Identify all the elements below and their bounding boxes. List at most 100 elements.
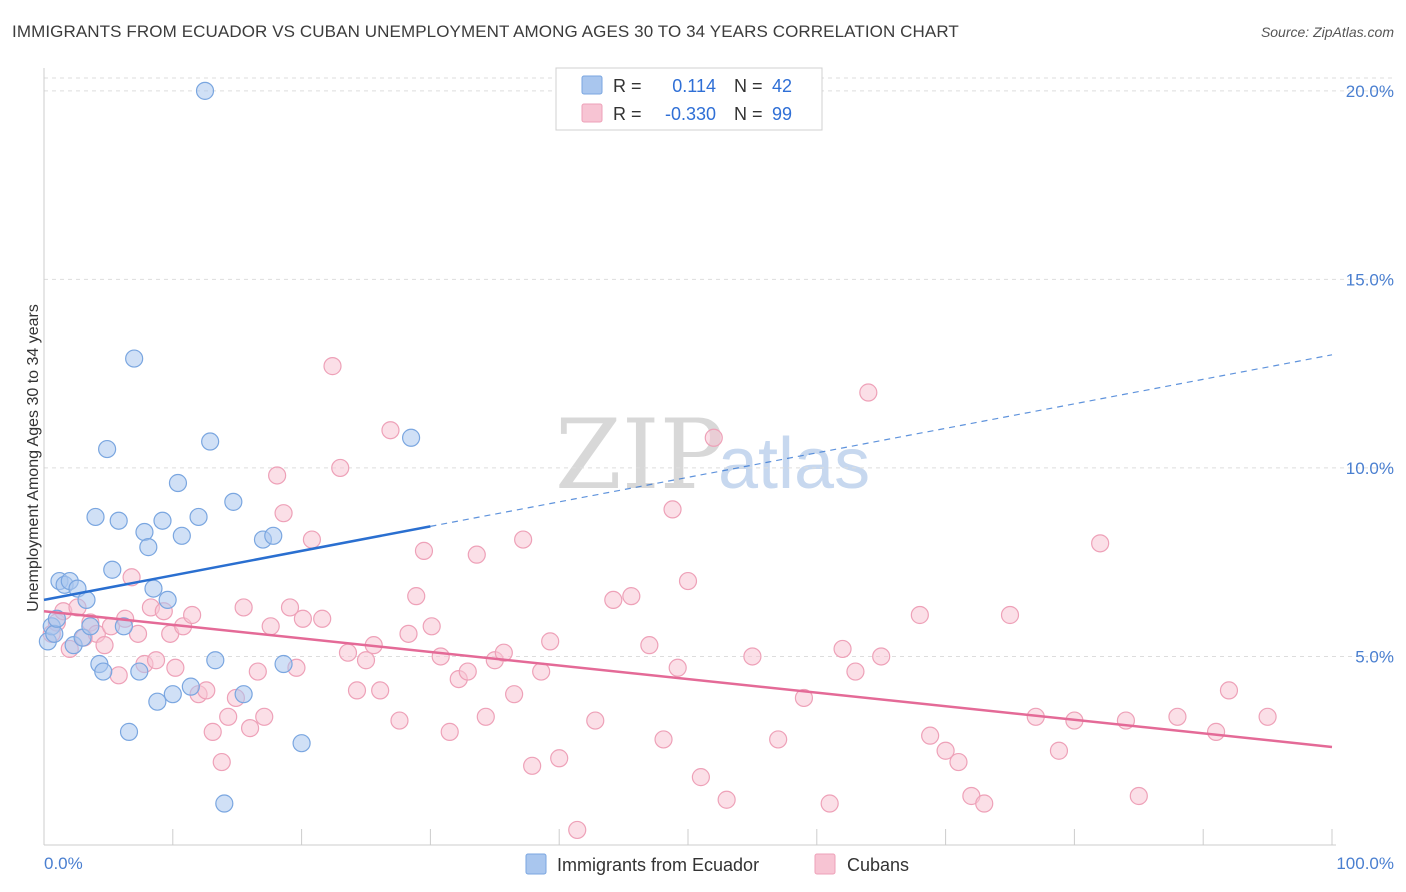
cubans-point <box>197 681 216 700</box>
cubans-point <box>338 643 358 662</box>
grid-lines <box>44 77 1394 657</box>
ecuador-point <box>195 81 215 100</box>
cubans-point <box>541 632 560 651</box>
cubans-point <box>568 820 587 840</box>
cubans-point <box>523 756 542 775</box>
ecuador-point <box>224 492 243 511</box>
cubans-point <box>313 609 332 628</box>
legend-swatch-cubans <box>581 103 603 123</box>
watermark-atlas: atlas <box>718 424 870 504</box>
cubans-point <box>872 647 891 666</box>
cubans-point <box>323 357 342 376</box>
ecuador-point <box>125 349 144 368</box>
cubans-point <box>1258 707 1277 726</box>
y-tick-label: 10.0% <box>1346 459 1394 478</box>
cubans-point <box>640 636 659 655</box>
cubans-point <box>820 794 839 813</box>
ecuador-point <box>172 526 191 545</box>
ecuador-point <box>206 651 225 670</box>
cubans-point <box>604 590 623 610</box>
cubans-point <box>371 681 390 700</box>
cubans-point <box>743 647 762 666</box>
ecuador-point <box>292 734 311 753</box>
cubans-point <box>95 636 114 655</box>
cubans-point <box>248 662 267 681</box>
x-axis-ticks <box>172 829 1333 845</box>
cubans-point <box>668 658 687 677</box>
ecuador-point <box>130 662 149 681</box>
cubans-point <box>910 605 929 625</box>
cubans-point <box>261 617 280 636</box>
correlation-legend: R = 0.114 N = 42 R = -0.330 N = 99 <box>555 67 823 131</box>
cubans-point <box>302 530 322 549</box>
ecuador-point <box>201 432 220 451</box>
series-ecuador-points <box>38 81 421 813</box>
ecuador-point <box>215 794 234 813</box>
cubans-point <box>1129 786 1148 806</box>
cubans-point <box>203 722 222 741</box>
cubans-point <box>1219 681 1239 700</box>
ecuador-point <box>81 617 100 636</box>
series-legend-swatch-ecuador <box>525 853 547 875</box>
cubans-point <box>949 752 968 772</box>
cubans-point <box>146 651 166 670</box>
ecuador-point <box>181 677 200 696</box>
cubans-point <box>691 768 710 787</box>
cubans-point <box>586 711 605 730</box>
ecuador-point <box>86 507 105 527</box>
cubans-point <box>663 500 682 519</box>
ecuador-point <box>274 654 293 674</box>
ecuador-point <box>114 617 133 636</box>
y-tick-label: 15.0% <box>1346 270 1394 289</box>
cubans-point <box>1000 605 1020 625</box>
cubans-point <box>440 722 459 741</box>
cubans-point <box>654 730 673 749</box>
cubans-point <box>936 741 955 760</box>
chart-source: Source: ZipAtlas.com <box>1260 24 1394 40</box>
cubans-point <box>109 666 128 685</box>
ecuador-point <box>94 662 113 681</box>
series-legend-label-cubans: Cubans <box>847 855 909 875</box>
legend-n-label-1: N = <box>734 76 763 96</box>
cubans-point <box>255 707 274 726</box>
ecuador-point <box>139 538 158 557</box>
legend-n-value-2: 99 <box>772 104 792 124</box>
cubans-point <box>219 707 238 726</box>
cubans-point <box>274 504 293 523</box>
y-tick-label: 20.0% <box>1346 82 1394 101</box>
cubans-point <box>921 726 940 745</box>
cubans-point <box>505 685 524 704</box>
cubans-point <box>422 617 441 636</box>
cubans-point <box>704 428 723 447</box>
cubans-point <box>234 598 253 617</box>
cubans-point <box>356 651 376 670</box>
cubans-point <box>550 749 569 768</box>
legend-r-value-1: 0.114 <box>672 76 716 96</box>
ecuador-point <box>234 685 253 704</box>
cubans-point <box>467 545 486 564</box>
cubans-point <box>717 790 736 809</box>
ecuador-point <box>163 685 182 704</box>
cubans-point <box>268 466 287 485</box>
cubans-point <box>514 530 533 549</box>
ecuador-point <box>148 692 167 711</box>
cubans-point <box>458 662 477 681</box>
ecuador-point <box>47 609 66 628</box>
ecuador-point <box>98 439 117 459</box>
cubans-point <box>407 587 426 606</box>
ecuador-point <box>401 428 421 447</box>
cubans-point <box>622 587 641 606</box>
cubans-point <box>1049 741 1069 760</box>
cubans-point <box>794 688 814 708</box>
ecuador-point <box>264 526 283 545</box>
cubans-point <box>846 662 865 681</box>
cubans-point <box>1206 722 1226 741</box>
cubans-point <box>678 571 698 591</box>
x-tick-label-max: 100.0% <box>1336 854 1394 873</box>
cubans-point <box>390 711 409 730</box>
ecuador-point <box>168 473 188 493</box>
cubans-point <box>414 541 434 560</box>
ecuador-point <box>135 522 154 542</box>
cubans-point <box>331 458 350 478</box>
series-legend-swatch-cubans <box>814 853 836 875</box>
